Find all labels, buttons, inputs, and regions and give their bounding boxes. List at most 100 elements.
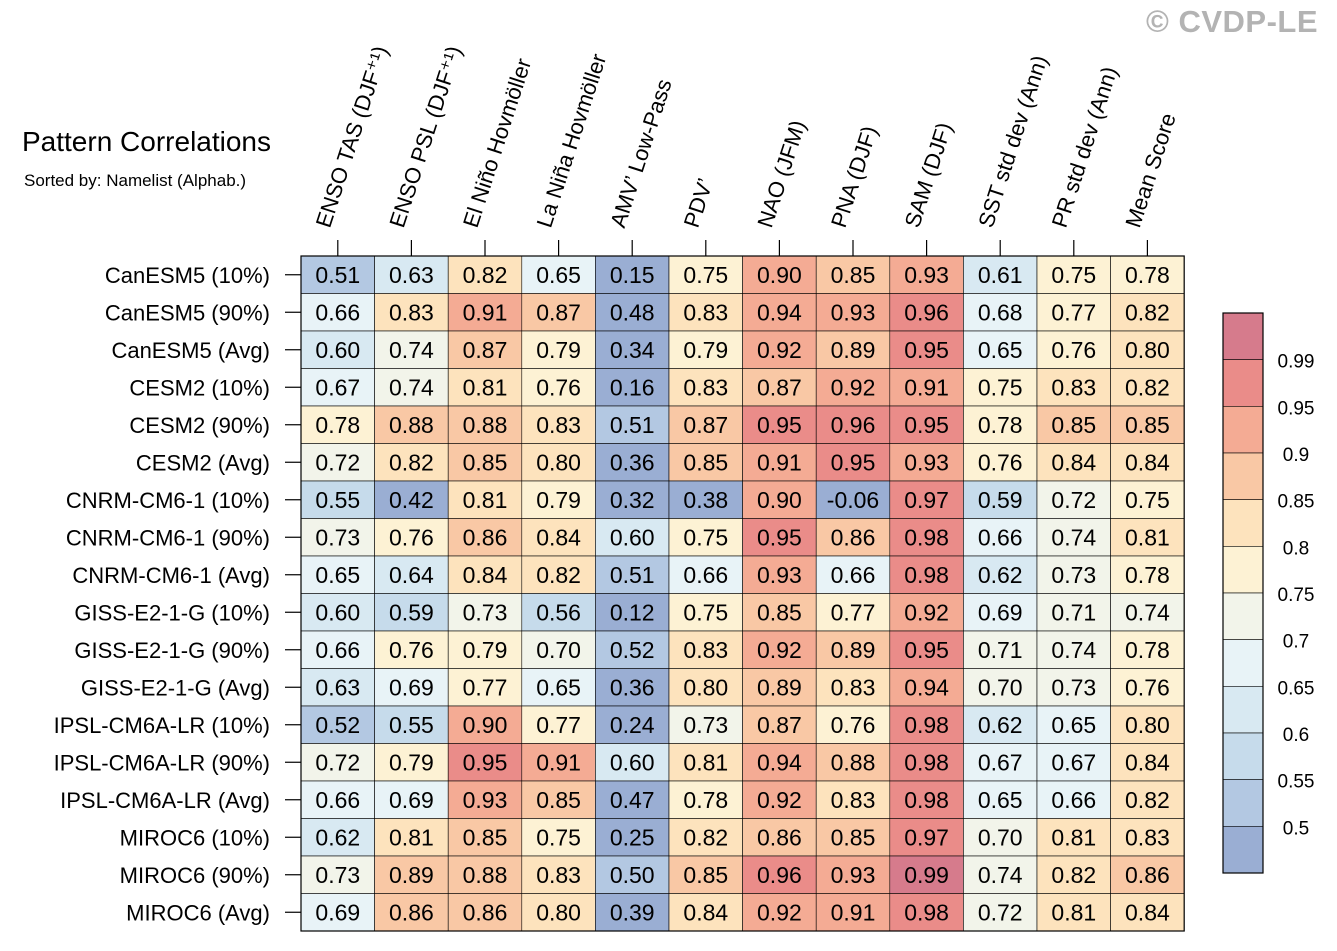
cell-value-label: 0.73 xyxy=(315,524,360,550)
cell-value-label: 0.90 xyxy=(757,262,802,288)
heatmap-cell xyxy=(521,780,596,819)
row-label: MIROC6 (10%) xyxy=(120,825,270,850)
heatmap-cell xyxy=(889,818,964,857)
cell-value-label: 0.79 xyxy=(536,337,581,363)
colorbar-segment xyxy=(1222,592,1264,640)
heatmap-cell xyxy=(742,368,817,407)
cell-value-label: 0.96 xyxy=(904,299,949,325)
cell-value-label: 0.76 xyxy=(389,524,434,550)
cell-value-label: 0.79 xyxy=(683,337,728,363)
heatmap-cell xyxy=(595,443,670,482)
cell-value-label: 0.87 xyxy=(683,412,728,438)
heatmap-cell xyxy=(521,480,596,519)
cell-value-label: 0.95 xyxy=(757,412,802,438)
colorbar-label: 0.95 xyxy=(1278,398,1315,419)
heatmap-cell xyxy=(889,593,964,632)
heatmap-cell xyxy=(374,668,449,707)
row-label: GISS-E2-1-G (10%) xyxy=(74,600,270,625)
cell-value-label: 0.71 xyxy=(978,637,1023,663)
cell-value-label: 0.95 xyxy=(831,449,876,475)
heatmap-cell xyxy=(300,555,375,594)
heatmap-cell xyxy=(815,743,891,782)
cell-value-label: 0.85 xyxy=(831,262,876,288)
cell-value-label: 0.77 xyxy=(463,674,508,700)
heatmap-cell xyxy=(447,818,523,857)
heatmap-cell xyxy=(1110,330,1185,369)
cell-value-label: 0.75 xyxy=(683,524,728,550)
heatmap-cell xyxy=(1036,368,1111,407)
cell-value-label: 0.83 xyxy=(536,862,581,888)
heatmap-cell xyxy=(447,555,523,594)
row-labels: CanESM5 (10%) CanESM5 (90%) CanESM5 (Avg) C… xyxy=(54,263,270,926)
heatmap-cell xyxy=(1110,855,1185,894)
heatmap-cell xyxy=(521,855,596,894)
cell-value-label: 0.51 xyxy=(315,262,360,288)
cell-value-label: 0.83 xyxy=(389,299,434,325)
cell-value-label: 0.16 xyxy=(610,374,655,400)
cell-value-label: 0.84 xyxy=(1051,449,1096,475)
heatmap-cell xyxy=(1036,255,1111,294)
cell-value-label: 0.95 xyxy=(757,524,802,550)
heatmap-cell xyxy=(742,780,817,819)
heatmap-cell xyxy=(742,705,817,744)
heatmap-cell xyxy=(668,893,743,932)
heatmap-cell xyxy=(447,780,523,819)
cell-value-label: 0.86 xyxy=(757,824,802,850)
cell-value-label: 0.65 xyxy=(536,674,581,700)
cell-value-label: 0.83 xyxy=(683,637,728,663)
cell-value-label: 0.85 xyxy=(683,862,728,888)
cell-value-label: 0.91 xyxy=(757,449,802,475)
axis-ticks xyxy=(285,240,1149,913)
heatmap-cell xyxy=(815,818,891,857)
heatmap-cell xyxy=(447,855,523,894)
colorbar-segment xyxy=(1222,499,1264,547)
cell-value-label: 0.78 xyxy=(978,412,1023,438)
heatmap-cell xyxy=(889,480,964,519)
cell-value-label: 0.84 xyxy=(1125,749,1170,775)
cell-value-label: 0.75 xyxy=(683,262,728,288)
heatmap-cell xyxy=(668,405,743,444)
cell-value-label: 0.85 xyxy=(1051,412,1096,438)
heatmap-cell xyxy=(889,443,964,482)
cell-value-label: 0.75 xyxy=(536,824,581,850)
heatmap-cell xyxy=(300,893,375,932)
cell-value-label: 0.82 xyxy=(463,262,508,288)
heatmap-cell xyxy=(447,593,523,632)
heatmap-cell xyxy=(815,443,891,482)
cell-value-label: 0.66 xyxy=(315,787,360,813)
heatmap-cell xyxy=(668,593,743,632)
cell-value-label: 0.39 xyxy=(610,899,655,925)
cell-value-label: 0.96 xyxy=(757,862,802,888)
row-label: CNRM-CM6-1 (90%) xyxy=(66,525,270,550)
heatmap-cell xyxy=(815,593,891,632)
cell-value-label: 0.84 xyxy=(1125,899,1170,925)
heatmap-cell xyxy=(300,405,375,444)
cell-value-label: 0.86 xyxy=(831,524,876,550)
cell-value-label: 0.87 xyxy=(757,374,802,400)
heatmap-cell xyxy=(963,480,1038,519)
heatmap-cell xyxy=(815,630,891,669)
heatmap-cell xyxy=(447,705,523,744)
cell-value-label: 0.90 xyxy=(463,712,508,738)
cell-value-label: 0.95 xyxy=(463,749,508,775)
heatmap-cell xyxy=(595,893,670,932)
row-label: CanESM5 (10%) xyxy=(105,263,270,288)
heatmap-cell xyxy=(447,368,523,407)
cell-value-label: 0.98 xyxy=(904,899,949,925)
heatmap-cell xyxy=(595,555,670,594)
heatmap-cell xyxy=(742,743,817,782)
heatmap-cell xyxy=(963,780,1038,819)
cell-value-label: 0.74 xyxy=(1051,524,1096,550)
cell-value-label: 0.64 xyxy=(389,562,434,588)
cell-value-label: 0.60 xyxy=(315,337,360,363)
cell-value-label: 0.63 xyxy=(389,262,434,288)
heatmap-cell xyxy=(1036,293,1111,332)
cell-value-label: 0.83 xyxy=(1051,374,1096,400)
colorbar-label: 0.75 xyxy=(1278,585,1315,606)
row-label: MIROC6 (90%) xyxy=(120,863,270,888)
cell-value-label: 0.81 xyxy=(389,824,434,850)
heatmap-cell xyxy=(963,893,1038,932)
heatmap-cell xyxy=(742,443,817,482)
cell-value-label: 0.86 xyxy=(389,899,434,925)
heatmap-cell xyxy=(668,293,743,332)
